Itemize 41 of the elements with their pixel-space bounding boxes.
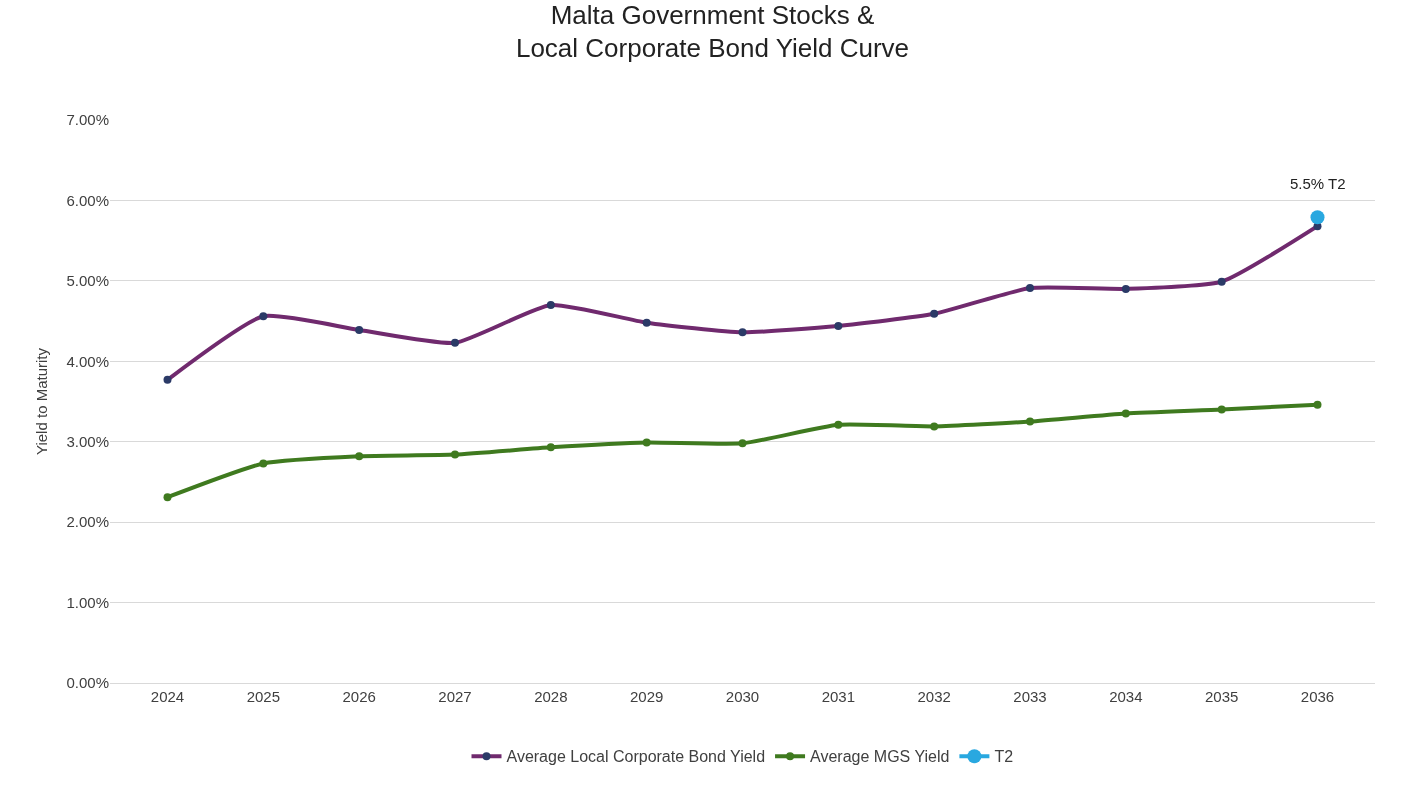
annotation: 5.5% T2 xyxy=(1290,175,1346,192)
point xyxy=(834,420,843,429)
y-axis-title: Yield to Maturity xyxy=(32,347,50,455)
y-tick-label: 5.00% xyxy=(66,272,109,290)
x-tick-label: 2025 xyxy=(246,688,281,705)
point xyxy=(1313,400,1322,409)
y-tick-label: 6.00% xyxy=(66,191,109,209)
x-tick-label: 2034 xyxy=(1109,688,1143,705)
point xyxy=(451,450,459,459)
x-tick-label: 2024 xyxy=(150,688,185,705)
x-tick-label: 2030 xyxy=(725,688,760,705)
y-tick-label: 7.00% xyxy=(66,111,109,129)
legend-label: Average Local Corporate Bond Yield xyxy=(506,748,766,766)
y-tick-label: 3.00% xyxy=(66,432,109,450)
x-tick-label: 2029 xyxy=(629,688,664,705)
point xyxy=(1026,417,1034,426)
point xyxy=(355,452,364,461)
y-tick-label: 4.00% xyxy=(66,352,109,370)
x-tick-label: 2031 xyxy=(821,688,856,705)
point xyxy=(642,438,651,447)
legend-label: T2 xyxy=(994,748,1014,766)
point xyxy=(163,493,172,502)
x-tick-label: 2033 xyxy=(1013,688,1047,705)
point xyxy=(738,439,747,448)
x-tick-label: 2036 xyxy=(1300,688,1335,705)
point xyxy=(1121,409,1130,418)
point xyxy=(259,459,268,468)
y-tick-label: 1.00% xyxy=(66,593,109,611)
y-tick-label: 0.00% xyxy=(66,674,109,692)
chart-title: Malta Government Stocks & Local Corporate Bond Yield Curve xyxy=(515,0,910,64)
point xyxy=(1310,210,1325,225)
point xyxy=(930,422,939,431)
x-tick-label: 2027 xyxy=(438,688,472,705)
x-tick-label: 2026 xyxy=(342,688,376,705)
y-tick-label: 2.00% xyxy=(66,513,109,531)
x-tick-label: 2028 xyxy=(534,688,568,705)
point xyxy=(1217,405,1226,414)
x-tick-label: 2032 xyxy=(917,688,951,705)
legend-label: Average MGS Yield xyxy=(810,748,950,766)
point xyxy=(546,443,555,452)
x-tick-label: 2035 xyxy=(1204,688,1239,705)
